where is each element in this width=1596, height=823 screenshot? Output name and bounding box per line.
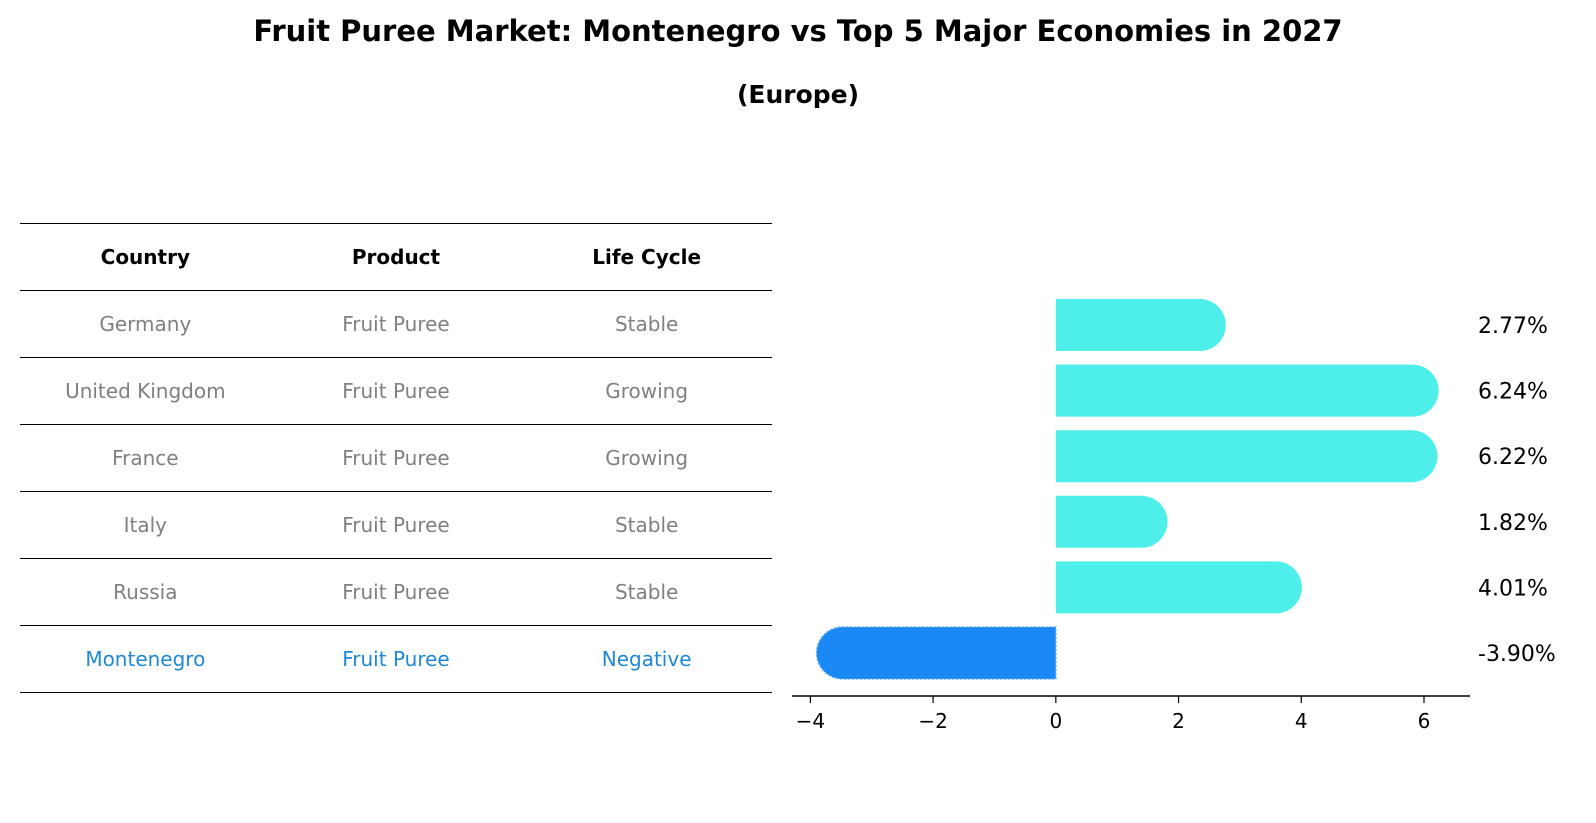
cell-life-cycle: Stable <box>614 513 679 537</box>
cell-product: Fruit Puree <box>342 312 450 336</box>
comparison-table: Country Product Life Cycle Germany Fruit… <box>20 223 772 693</box>
table-header-row: Country Product Life Cycle <box>20 223 772 290</box>
header-product: Product <box>351 245 441 269</box>
cell-product: Fruit Puree <box>342 513 450 537</box>
x-tick-label: −4 <box>796 709 825 733</box>
bar-russia <box>1055 561 1302 614</box>
cell-country: Italy <box>123 513 168 537</box>
chart-title: Fruit Puree Market: Montenegro vs Top 5 … <box>253 14 1343 48</box>
bar-united-kingdom <box>1055 364 1439 417</box>
cell-life-cycle: Stable <box>614 312 679 336</box>
table-row: France Fruit Puree Growing <box>20 424 772 491</box>
cell-life-cycle: Growing <box>605 446 689 470</box>
bar-montenegro <box>815 626 1057 680</box>
x-tick-label: 4 <box>1295 709 1308 733</box>
bar-italy <box>1055 495 1168 548</box>
value-label: 6.22% <box>1478 445 1548 470</box>
table-row: Russia Fruit Puree Stable <box>20 558 772 625</box>
value-label: 2.77% <box>1478 314 1548 339</box>
cell-product: Fruit Puree <box>342 647 450 671</box>
table-row-highlight: Montenegro Fruit Puree Negative <box>20 625 772 693</box>
value-label: 1.82% <box>1478 511 1548 536</box>
x-tick-label: −2 <box>918 709 947 733</box>
x-tick-label: 2 <box>1172 709 1185 733</box>
cell-country: Russia <box>113 580 178 604</box>
cell-country: Germany <box>99 312 192 336</box>
cell-product: Fruit Puree <box>342 379 450 403</box>
table-row: Italy Fruit Puree Stable <box>20 491 772 558</box>
cell-life-cycle: Stable <box>614 580 679 604</box>
cell-country: France <box>112 446 179 470</box>
cell-life-cycle: Growing <box>605 379 689 403</box>
bar-france <box>1055 430 1438 483</box>
header-country: Country <box>100 245 190 269</box>
cell-life-cycle: Negative <box>601 647 692 671</box>
cell-product: Fruit Puree <box>342 446 450 470</box>
x-tick-label: 6 <box>1418 709 1431 733</box>
header-life-cycle: Life Cycle <box>592 245 702 269</box>
cell-country: Montenegro <box>85 647 206 671</box>
table-row: Germany Fruit Puree Stable <box>20 290 772 357</box>
table-row: United Kingdom Fruit Puree Growing <box>20 357 772 424</box>
cell-country: United Kingdom <box>65 379 226 403</box>
value-label: -3.90% <box>1478 642 1556 667</box>
bar-germany <box>1055 299 1226 351</box>
value-label: 4.01% <box>1478 576 1548 601</box>
x-tick-label: 0 <box>1049 709 1062 733</box>
chart-subtitle: (Europe) <box>736 80 860 109</box>
value-label: 6.24% <box>1478 380 1548 405</box>
cell-product: Fruit Puree <box>342 580 450 604</box>
